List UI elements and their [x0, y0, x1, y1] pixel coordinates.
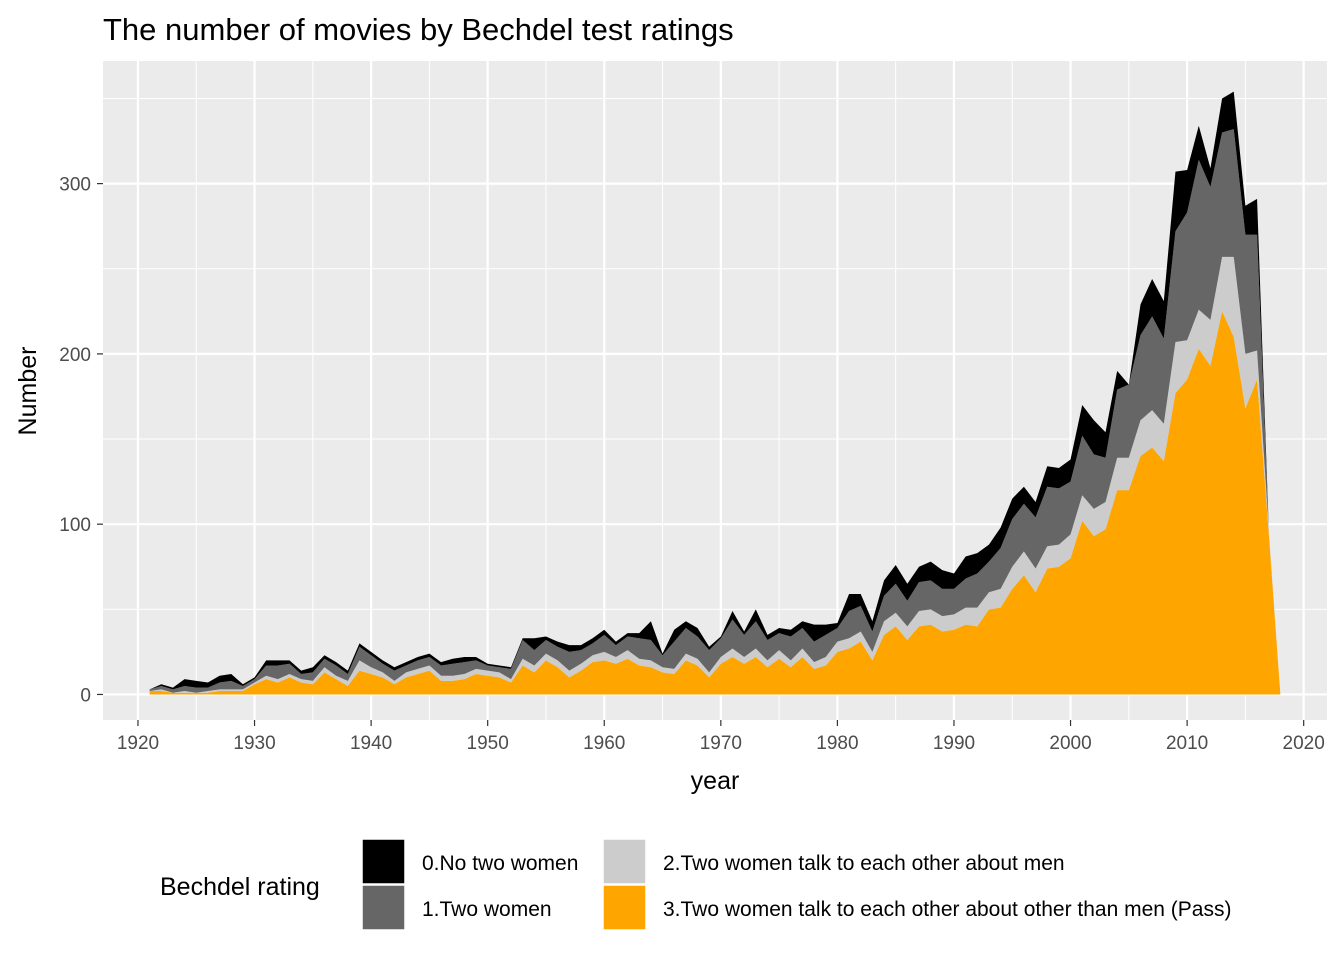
legend-key-0	[361, 838, 406, 885]
x-tick-label: 1950	[467, 733, 509, 754]
x-tick-label: 1960	[583, 733, 625, 754]
x-tick-label: 1920	[117, 733, 159, 754]
x-tick-label: 2010	[1166, 733, 1208, 754]
legend: Bechdel rating 0.No two women 1.Two wome…	[160, 838, 1231, 931]
y-tick-label: 0	[80, 685, 91, 706]
x-tick-label: 2000	[1049, 733, 1091, 754]
y-axis-ticks: 0 100 200 300	[59, 175, 103, 706]
x-tick-label: 1930	[233, 733, 275, 754]
area-series-0	[149, 311, 1281, 695]
y-tick-label: 100	[59, 515, 91, 536]
legend-label-3: 3.Two women talk to each other about oth…	[663, 898, 1231, 921]
legend-label-0: 0.No two women	[422, 852, 578, 875]
x-axis-ticks: 1920 1930 1940 1950 1960 1970 1980 1990 2000 2010…	[117, 720, 1325, 754]
chart-title: The number of movies by Bechdel test rat…	[103, 12, 734, 47]
y-tick-label: 300	[59, 175, 91, 196]
area-series-3	[149, 91, 1281, 695]
area-series-2	[149, 129, 1281, 695]
y-axis-title: Number	[14, 347, 42, 436]
legend-label-1: 1.Two women	[422, 898, 552, 921]
legend-title: Bechdel rating	[160, 873, 320, 901]
x-tick-label: 1940	[350, 733, 392, 754]
legend-label-2: 2.Two women talk to each other about men	[663, 852, 1065, 875]
x-tick-label: 1990	[933, 733, 975, 754]
x-tick-label: 1980	[816, 733, 858, 754]
x-tick-label: 2020	[1283, 733, 1325, 754]
legend-key-2	[602, 838, 647, 885]
y-tick-label: 200	[59, 345, 91, 366]
x-axis-title: year	[691, 767, 740, 795]
legend-key-1	[361, 884, 406, 931]
x-tick-label: 1970	[700, 733, 742, 754]
legend-key-3	[602, 884, 647, 931]
stacked-areas	[149, 91, 1281, 695]
